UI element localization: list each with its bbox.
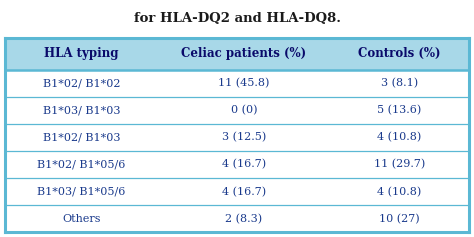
Text: 5 (13.6): 5 (13.6) [377, 105, 422, 116]
Text: B1*03/ B1*03: B1*03/ B1*03 [43, 105, 120, 115]
Text: B1*02/ B1*05/6: B1*02/ B1*05/6 [37, 160, 126, 170]
Bar [5, 178, 469, 205]
Text: 3 (8.1): 3 (8.1) [381, 78, 418, 89]
Text: HLA typing: HLA typing [44, 47, 118, 60]
Text: 11 (45.8): 11 (45.8) [219, 78, 270, 89]
Text: 11 (29.7): 11 (29.7) [374, 160, 425, 170]
Text: B1*02/ B1*02: B1*02/ B1*02 [43, 78, 120, 88]
Text: 10 (27): 10 (27) [379, 214, 420, 224]
Bar [5, 97, 469, 124]
Text: Controls (%): Controls (%) [358, 47, 441, 60]
Text: 4 (10.8): 4 (10.8) [377, 132, 422, 143]
Text: 0 (0): 0 (0) [231, 105, 257, 116]
Text: 4 (16.7): 4 (16.7) [222, 187, 266, 197]
Bar [5, 205, 469, 232]
Text: 4 (10.8): 4 (10.8) [377, 187, 422, 197]
Bar [5, 38, 469, 70]
Text: 2 (8.3): 2 (8.3) [226, 214, 263, 224]
Text: Celiac patients (%): Celiac patients (%) [182, 47, 307, 60]
Text: for HLA-DQ2 and HLA-DQ8.: for HLA-DQ2 and HLA-DQ8. [134, 12, 340, 25]
Text: B1*03/ B1*05/6: B1*03/ B1*05/6 [37, 187, 126, 197]
Text: 4 (16.7): 4 (16.7) [222, 160, 266, 170]
Bar [5, 124, 469, 151]
Text: 3 (12.5): 3 (12.5) [222, 132, 266, 143]
Text: B1*02/ B1*03: B1*02/ B1*03 [43, 132, 120, 142]
Bar [5, 151, 469, 178]
Text: Others: Others [62, 214, 100, 224]
Bar [5, 70, 469, 97]
